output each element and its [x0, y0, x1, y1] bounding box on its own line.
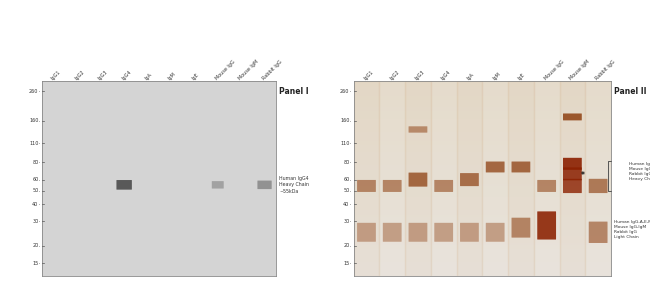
FancyBboxPatch shape [512, 162, 530, 173]
Text: Human IgG,A,E,M
Mouse IgG,IgM
Rabbit IgG
Light Chain: Human IgG,A,E,M Mouse IgG,IgM Rabbit IgG… [614, 220, 650, 239]
Text: Human IgG,A,E,M
Mouse IgG,IgM
Rabbit IgG
Heavy Chain: Human IgG,A,E,M Mouse IgG,IgM Rabbit IgG… [629, 162, 650, 181]
Text: 40: 40 [343, 201, 350, 207]
FancyBboxPatch shape [486, 223, 504, 242]
Text: 260: 260 [29, 89, 38, 94]
FancyBboxPatch shape [383, 223, 402, 242]
FancyBboxPatch shape [563, 158, 582, 170]
Text: Human IgG4
Heavy Chain
~55kDa: Human IgG4 Heavy Chain ~55kDa [279, 176, 309, 194]
Text: IgE: IgE [517, 72, 526, 81]
FancyBboxPatch shape [563, 167, 582, 180]
Bar [380, 81, 405, 276]
Text: Rabbit IgG: Rabbit IgG [595, 59, 616, 81]
Text: 110: 110 [29, 141, 38, 146]
Text: 50: 50 [343, 188, 350, 193]
Text: 30: 30 [32, 219, 38, 224]
Bar [431, 81, 456, 276]
FancyBboxPatch shape [409, 173, 427, 187]
FancyBboxPatch shape [434, 180, 453, 192]
Text: 110: 110 [340, 141, 350, 146]
FancyBboxPatch shape [460, 173, 479, 186]
Text: 80: 80 [32, 160, 38, 165]
Text: 60: 60 [32, 177, 38, 182]
FancyBboxPatch shape [357, 180, 376, 192]
Bar [508, 81, 534, 276]
FancyBboxPatch shape [589, 221, 608, 243]
FancyBboxPatch shape [538, 180, 556, 192]
FancyBboxPatch shape [409, 126, 427, 133]
Text: IgM: IgM [491, 71, 501, 81]
Bar [534, 81, 560, 276]
Text: 15: 15 [32, 260, 38, 265]
Text: 160: 160 [340, 118, 350, 123]
Text: 260: 260 [340, 89, 350, 94]
FancyBboxPatch shape [460, 223, 479, 242]
Text: IgG1: IgG1 [51, 69, 62, 81]
Bar [482, 81, 508, 276]
FancyBboxPatch shape [409, 223, 427, 242]
Text: IgG3: IgG3 [98, 69, 109, 81]
Text: IgG2: IgG2 [389, 69, 400, 81]
Text: 80: 80 [343, 160, 350, 165]
Text: Mouse IgM: Mouse IgM [238, 59, 260, 81]
Text: 50: 50 [32, 188, 38, 193]
FancyBboxPatch shape [116, 180, 132, 190]
Bar [405, 81, 431, 276]
Text: IgG2: IgG2 [74, 69, 86, 81]
Text: 15: 15 [343, 260, 350, 265]
Text: Mouse IgG: Mouse IgG [214, 59, 236, 81]
FancyBboxPatch shape [486, 162, 504, 173]
FancyBboxPatch shape [589, 179, 608, 193]
Text: 30: 30 [343, 219, 350, 224]
Bar [560, 81, 585, 276]
FancyBboxPatch shape [563, 179, 582, 193]
FancyBboxPatch shape [257, 181, 272, 189]
Bar [354, 81, 380, 276]
Text: Panel II: Panel II [614, 87, 646, 96]
Text: 40: 40 [32, 201, 38, 207]
Text: IgA: IgA [144, 72, 153, 81]
Text: 20: 20 [343, 243, 350, 248]
Text: 20: 20 [32, 243, 38, 248]
Text: IgG4: IgG4 [440, 69, 452, 81]
FancyBboxPatch shape [563, 113, 582, 120]
Text: Panel I: Panel I [279, 87, 308, 96]
Bar [585, 81, 611, 276]
Bar [456, 81, 482, 276]
Text: IgG3: IgG3 [415, 69, 426, 81]
Text: IgG4: IgG4 [121, 69, 133, 81]
Text: *: * [580, 171, 584, 180]
Text: IgM: IgM [168, 71, 177, 81]
FancyBboxPatch shape [212, 181, 224, 189]
Text: Mouse IgM: Mouse IgM [569, 59, 591, 81]
FancyBboxPatch shape [383, 180, 402, 192]
FancyBboxPatch shape [512, 218, 530, 238]
Text: 160: 160 [29, 118, 38, 123]
FancyBboxPatch shape [434, 223, 453, 242]
FancyBboxPatch shape [357, 223, 376, 242]
Text: Mouse IgG: Mouse IgG [543, 59, 565, 81]
Text: IgA: IgA [466, 72, 475, 81]
Text: IgE: IgE [191, 72, 200, 81]
FancyBboxPatch shape [538, 211, 556, 239]
Text: 60: 60 [343, 177, 350, 182]
Text: IgG1: IgG1 [363, 69, 374, 81]
Text: Rabbit IgG: Rabbit IgG [261, 59, 283, 81]
